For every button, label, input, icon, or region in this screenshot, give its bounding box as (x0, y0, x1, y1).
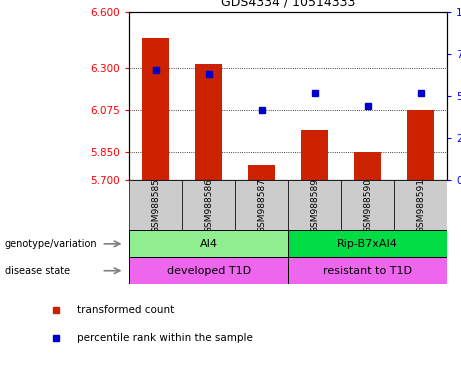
Bar (288, 230, 447, 257)
Text: GSM988586: GSM988586 (204, 178, 213, 233)
Bar (235, 180, 288, 230)
Text: developed T1D: developed T1D (166, 266, 251, 276)
Text: disease state: disease state (5, 266, 70, 276)
Bar (394, 180, 447, 230)
Title: GDS4334 / 10514333: GDS4334 / 10514333 (221, 0, 355, 9)
Text: genotype/variation: genotype/variation (5, 239, 97, 249)
Text: GSM988591: GSM988591 (416, 178, 425, 233)
Bar (129, 230, 288, 257)
Bar (288, 257, 447, 284)
Text: transformed count: transformed count (77, 305, 174, 315)
Bar (341, 180, 394, 230)
Text: GSM988589: GSM988589 (310, 178, 319, 233)
Bar (288, 180, 341, 230)
Bar (408, 110, 434, 180)
Bar (248, 166, 275, 180)
Text: percentile rank within the sample: percentile rank within the sample (77, 333, 253, 343)
Bar (142, 38, 169, 180)
Text: GSM988585: GSM988585 (151, 178, 160, 233)
Text: GSM988587: GSM988587 (257, 178, 266, 233)
Bar (195, 64, 222, 180)
Bar (182, 180, 235, 230)
Bar (129, 180, 182, 230)
Text: Rip-B7xAI4: Rip-B7xAI4 (337, 239, 398, 249)
Text: GSM988590: GSM988590 (363, 178, 372, 233)
Bar (129, 257, 288, 284)
Text: resistant to T1D: resistant to T1D (323, 266, 412, 276)
Bar (355, 152, 381, 180)
Bar (301, 130, 328, 180)
Text: AI4: AI4 (200, 239, 218, 249)
